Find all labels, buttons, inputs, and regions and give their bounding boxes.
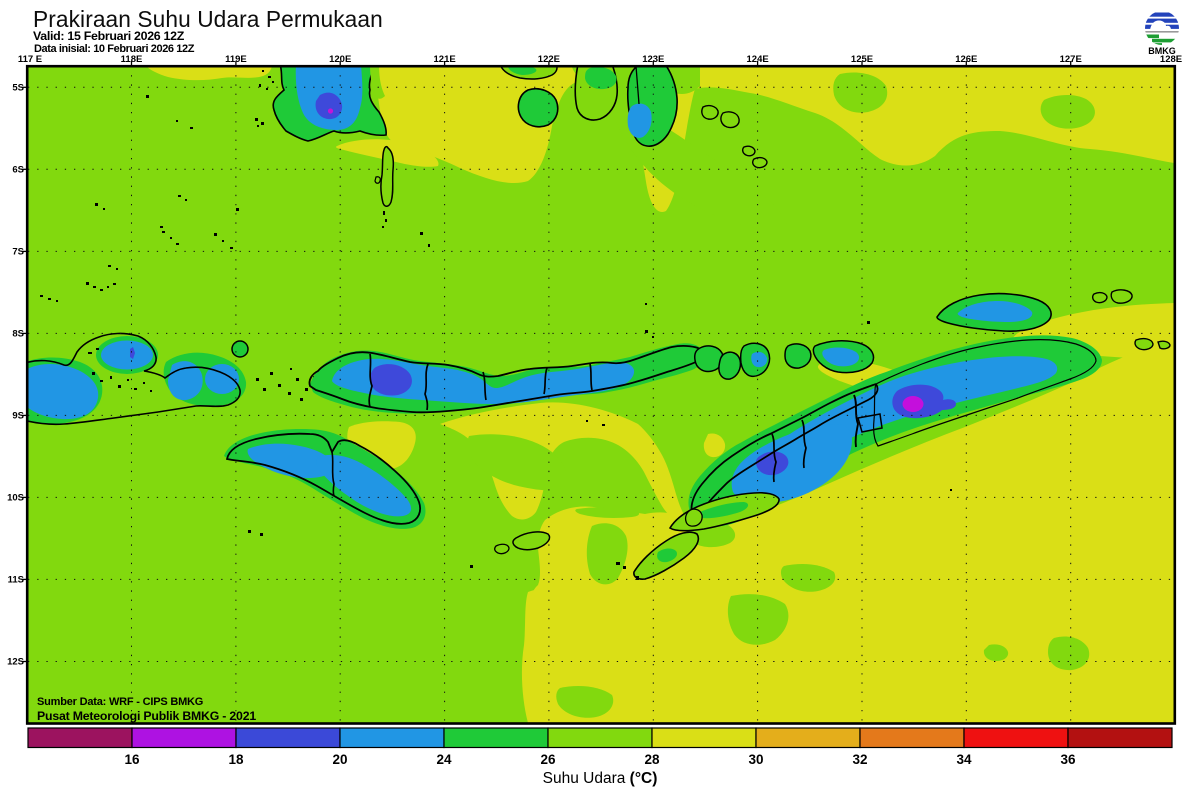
svg-text:123E: 123E xyxy=(642,54,664,65)
svg-text:119E: 119E xyxy=(225,54,247,65)
svg-text:9S: 9S xyxy=(12,411,24,422)
svg-text:11S: 11S xyxy=(8,575,24,586)
svg-text:6S: 6S xyxy=(12,165,24,176)
svg-text:34: 34 xyxy=(956,752,972,767)
svg-text:BMKG: BMKG xyxy=(1148,46,1176,56)
svg-text:10S: 10S xyxy=(7,493,24,504)
svg-text:12S: 12S xyxy=(7,657,24,668)
svg-text:121E: 121E xyxy=(434,54,456,65)
svg-text:117 E: 117 E xyxy=(18,54,42,65)
svg-text:24: 24 xyxy=(436,752,452,767)
svg-text:7S: 7S xyxy=(12,247,24,258)
svg-text:120E: 120E xyxy=(329,54,351,65)
svg-text:125E: 125E xyxy=(851,54,873,65)
svg-text:5S: 5S xyxy=(12,83,24,94)
svg-text:Sumber Data: WRF - CIPS BMKG: Sumber Data: WRF - CIPS BMKG xyxy=(37,696,203,708)
svg-text:16: 16 xyxy=(124,752,140,767)
svg-text:30: 30 xyxy=(748,752,763,767)
svg-text:32: 32 xyxy=(852,752,867,767)
svg-text:20: 20 xyxy=(332,752,347,767)
svg-text:26: 26 xyxy=(540,752,556,767)
svg-text:8S: 8S xyxy=(12,329,24,340)
svg-text:36: 36 xyxy=(1060,752,1076,767)
svg-text:122E: 122E xyxy=(538,54,560,65)
svg-text:124E: 124E xyxy=(747,54,769,65)
svg-text:128E: 128E xyxy=(1160,54,1182,65)
svg-text:126E: 126E xyxy=(955,54,977,65)
svg-text:118E: 118E xyxy=(121,54,143,65)
svg-text:Pusat Meteorologi Publik BMKG: Pusat Meteorologi Publik BMKG - 2021 xyxy=(37,709,256,723)
svg-text:28: 28 xyxy=(644,752,660,767)
svg-text:18: 18 xyxy=(228,752,244,767)
svg-text:Suhu Udara (°C): Suhu Udara (°C) xyxy=(543,770,658,787)
svg-text:127E: 127E xyxy=(1060,54,1082,65)
